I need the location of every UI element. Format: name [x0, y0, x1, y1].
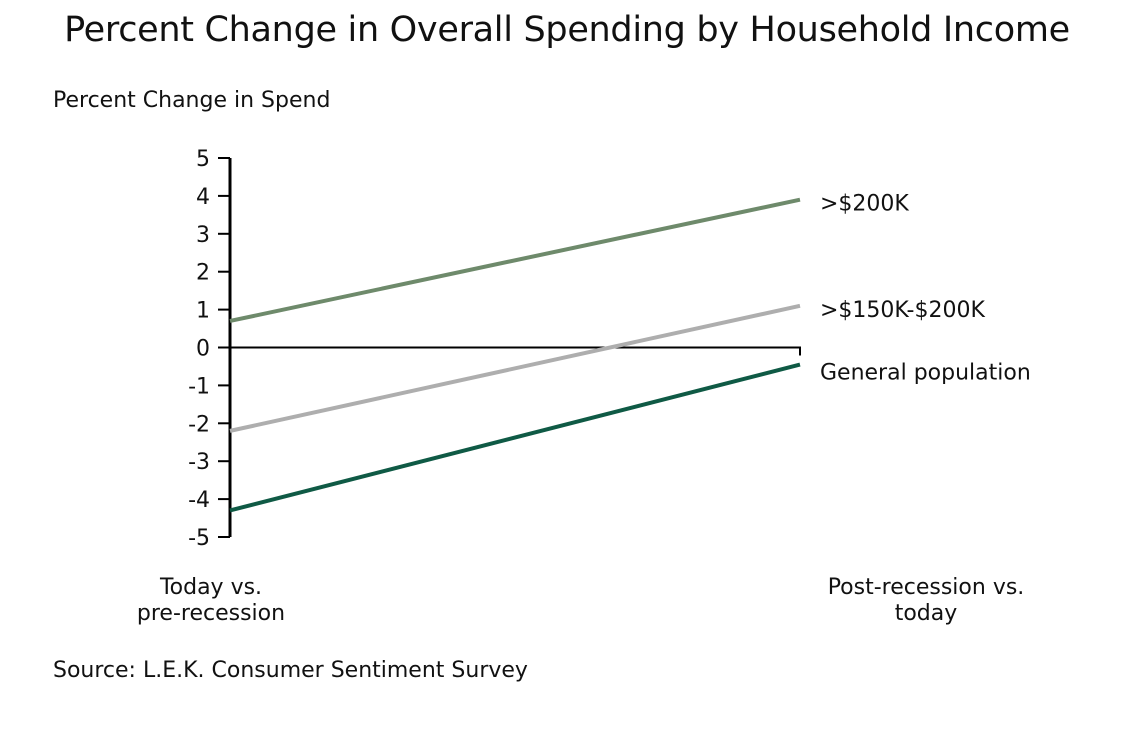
y-tick-label: 2 [196, 261, 210, 286]
y-tick-label: -2 [188, 412, 210, 437]
y-tick-label: -3 [188, 450, 210, 475]
axes: 5 4 3 2 1 0 -1 -2 -3 -4 -5 [188, 147, 801, 551]
series-label: >$150K-$200K [820, 298, 985, 323]
y-tick-label: -1 [188, 374, 210, 399]
y-tick-label: -4 [188, 488, 210, 513]
series-line [229, 197, 801, 323]
series-label: >$200K [820, 192, 909, 217]
y-tick-label: 0 [196, 337, 210, 362]
y-tick-label: -5 [188, 526, 210, 551]
series-line [229, 362, 801, 513]
series-labels: >$200K >$150K-$200K General population [820, 192, 1031, 386]
x-tick-label: Today vs. pre-recession [137, 575, 285, 626]
series-group [229, 197, 801, 513]
x-tick-label: Post-recession vs. today [828, 575, 1025, 626]
series-label: General population [820, 361, 1031, 386]
series-line [229, 303, 801, 433]
y-tick-label: 5 [196, 147, 210, 172]
source-note: Source: L.E.K. Consumer Sentiment Survey [53, 658, 528, 683]
y-axis-label: Percent Change in Spend [53, 88, 331, 113]
y-tick-label: 4 [196, 185, 210, 210]
y-tick-label: 3 [196, 223, 210, 248]
y-tick-label: 1 [196, 299, 210, 324]
x-tick-labels: Today vs. pre-recession Post-recession vs.… [137, 575, 1024, 626]
chart-title: Percent Change in Overall Spending by Ho… [64, 10, 1070, 50]
